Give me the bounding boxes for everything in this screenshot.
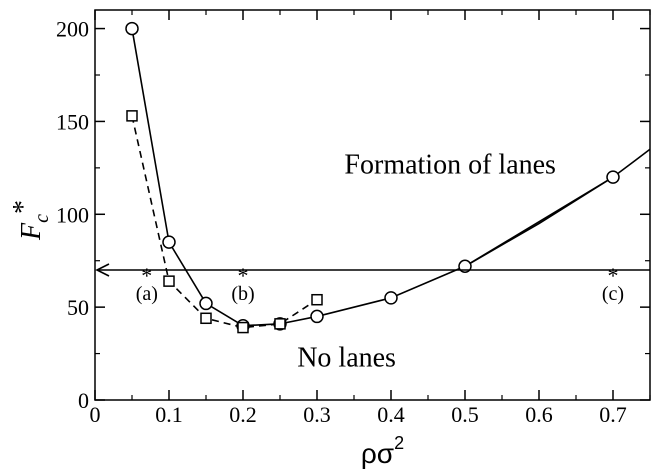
plot-frame: [94, 9, 651, 401]
y-tick-label: 100: [56, 202, 89, 227]
square-point: [163, 275, 175, 287]
star-point-label: (b): [231, 283, 254, 305]
x-tick-label: 0.3: [303, 402, 331, 427]
x-tick-label: 0.7: [599, 402, 627, 427]
region-annotation: No lanes: [297, 343, 396, 374]
star-point-label: (a): [136, 283, 158, 305]
circle-point: [199, 296, 213, 311]
y-tick-label: 150: [56, 109, 89, 134]
square-point: [237, 321, 249, 334]
x-axis-label: ρσ2: [361, 433, 404, 469]
x-tick-label: 0.2: [229, 402, 257, 427]
square-point: [274, 318, 286, 330]
circle-point: [125, 21, 139, 36]
x-tick-label: 0: [90, 402, 101, 427]
x-tick-label: 0.4: [377, 402, 405, 427]
circle-point: [310, 309, 324, 324]
circle-point: [162, 235, 176, 249]
star-point-label: (c): [602, 283, 624, 305]
circle-point: [384, 291, 398, 305]
x-tick-label: 0.5: [451, 402, 479, 427]
star-marker: *: [238, 263, 249, 288]
x-tick-label: 0.6: [525, 402, 553, 427]
x-tick-label: 0.1: [155, 402, 183, 427]
series-line-2: [131, 115, 318, 329]
y-tick-label: 0: [78, 388, 89, 413]
region-annotation: Formation of lanes: [344, 149, 556, 180]
square-point: [200, 312, 212, 325]
square-point: [311, 293, 323, 306]
label-layer: 0 0.1 0.2 0.3 0.4 0.5 0.6 0.7 0 50 100 150 200 (a) (b)…: [8, 17, 627, 469]
circle-point: [606, 170, 620, 184]
tick-layer: [94, 10, 651, 401]
star-marker: *: [141, 263, 152, 288]
y-tick-label: 200: [56, 17, 89, 42]
square-point: [126, 110, 138, 122]
y-tick-label: 50: [67, 295, 89, 320]
annotation-layer: * * *: [95, 263, 650, 288]
arrow-left-icon: [95, 263, 110, 277]
star-marker: *: [608, 263, 619, 288]
y-axis-label: Fc*: [8, 200, 53, 241]
